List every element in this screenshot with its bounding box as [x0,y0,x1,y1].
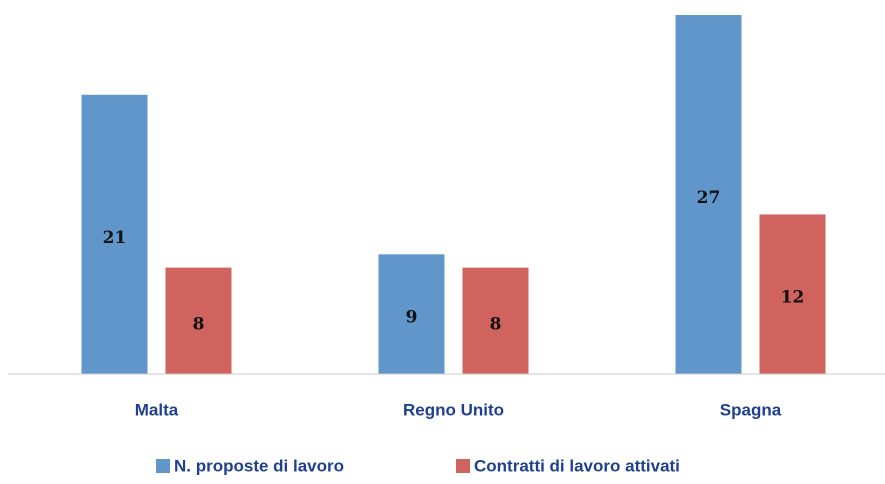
data-label: 27 [697,188,721,208]
x-tick-label: Regno Unito [403,400,504,419]
legend-label: Contratti di lavoro attivati [474,456,680,475]
data-label: 21 [103,228,127,248]
bar [675,15,742,374]
data-label: 12 [781,288,805,308]
bar [165,267,232,374]
data-label: 8 [193,314,205,334]
bar [759,214,826,374]
x-tick-label: Malta [135,400,179,419]
bar [462,267,529,374]
legend-label: N. proposte di lavoro [174,456,344,475]
bar [81,94,148,375]
bar [378,254,445,374]
legend-swatch [456,459,470,473]
x-tick-label: Spagna [720,400,782,419]
data-label: 9 [406,308,418,328]
data-label: 8 [490,314,502,334]
legend-swatch [156,459,170,473]
